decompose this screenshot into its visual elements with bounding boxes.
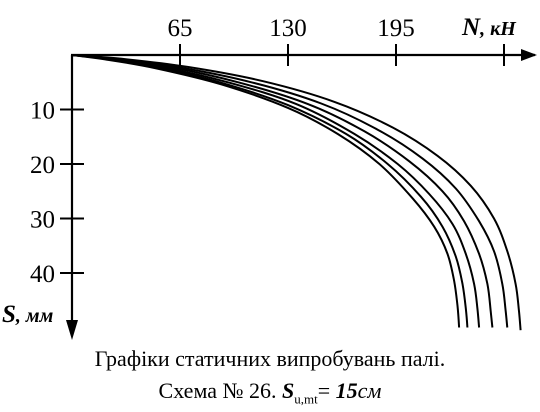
y-tick-label: 30 (30, 207, 55, 234)
chart: 65 130 195 N, кН 10 20 30 40 S, мм (2, 14, 537, 340)
series-line-3 (71, 54, 481, 328)
caption-line-2: Схема № 26. Su,mt= 15см (0, 378, 540, 407)
x-axis: 65 130 195 N, кН (71, 14, 537, 66)
y-axis: 10 20 30 40 S, мм (2, 55, 84, 340)
y-axis-arrow (66, 320, 78, 340)
x-tick-label: 65 (168, 15, 193, 42)
series-line-2 (71, 54, 469, 328)
series-line-5 (71, 54, 509, 328)
y-tick-label: 10 (30, 98, 55, 125)
x-tick-label: 195 (377, 15, 415, 42)
caption-value: 15 (335, 378, 358, 403)
caption-line-1: Графіки статичних випробувань палі. (94, 346, 446, 371)
caption-unit: см (357, 378, 382, 403)
curves (71, 54, 522, 331)
series-line-4 (71, 54, 494, 328)
y-tick-label: 40 (30, 261, 55, 288)
series-line-1 (71, 54, 461, 328)
x-axis-arrow (521, 49, 537, 61)
series-line-6 (71, 54, 522, 331)
caption-subscript: u,mt (294, 391, 318, 407)
caption-symbol: S (281, 378, 295, 403)
y-tick-label: 20 (30, 152, 55, 179)
caption-scheme: Схема № 26. (158, 378, 282, 403)
y-axis-label: S, мм (2, 301, 54, 328)
x-axis-label: N, кН (461, 14, 517, 41)
caption-equals: = (317, 378, 336, 403)
x-tick-label: 130 (269, 15, 307, 42)
